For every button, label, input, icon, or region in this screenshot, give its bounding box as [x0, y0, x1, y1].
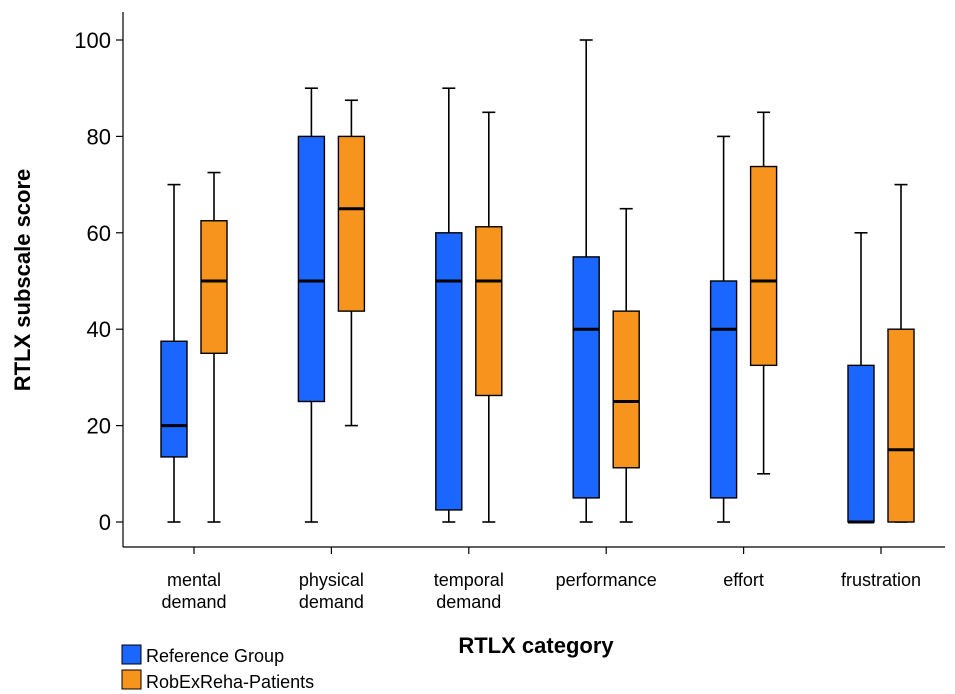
y-tick-label: 100: [74, 28, 111, 53]
x-tick-label: effort: [723, 570, 764, 590]
box-0-3: [572, 39, 600, 523]
box-1-5: [887, 183, 915, 523]
x-tick-label: performance: [556, 570, 657, 590]
box-0-1: [297, 87, 326, 523]
box-1-3: [612, 207, 640, 523]
box-iqr: [709, 280, 738, 499]
box-1-1: [337, 99, 366, 427]
box-iqr: [847, 364, 875, 523]
y-tick-label: 20: [87, 414, 111, 439]
y-tick-label: 80: [87, 124, 111, 149]
x-axis-title: RTLX category: [458, 633, 614, 658]
legend-swatch-reference-group: [121, 644, 142, 665]
box-1-2: [475, 111, 503, 523]
x-tick-label: physical demand: [299, 570, 364, 612]
legend: Reference Group RobExReha-Patients: [121, 644, 314, 692]
box-1-0: [200, 171, 228, 523]
x-tick-label: mental demand: [161, 570, 226, 612]
box-iqr: [612, 310, 640, 469]
box-iqr: [749, 165, 778, 367]
x-tick-label: temporal demand: [434, 570, 504, 612]
box-0-4: [709, 135, 738, 523]
legend-label-robexreha-patients: RobExReha-Patients: [146, 672, 314, 692]
boxes: [160, 39, 915, 524]
box-0-2: [435, 87, 463, 523]
box-iqr: [200, 220, 228, 355]
box-iqr: [572, 256, 600, 499]
y-tick-label: 60: [87, 221, 111, 246]
box-iqr: [435, 232, 463, 511]
box-iqr: [160, 340, 188, 458]
box-1-4: [749, 111, 778, 475]
y-tick-label: 0: [99, 510, 111, 535]
box-0-5: [847, 232, 875, 524]
y-ticks: 0 20 40 60 80 100: [74, 28, 123, 535]
y-tick-label: 40: [87, 317, 111, 342]
legend-label-reference-group: Reference Group: [146, 646, 284, 666]
box-iqr: [297, 135, 326, 403]
legend-swatch-robexreha-patients: [121, 669, 142, 690]
box-0-0: [160, 183, 188, 523]
box-iqr: [337, 135, 366, 312]
x-ticks: mental demand physical demand temporal demand…: [161, 547, 921, 612]
x-tick-label: frustration: [841, 570, 921, 590]
box-iqr: [887, 328, 915, 523]
y-axis-title: RTLX subscale score: [10, 169, 35, 392]
box-iqr: [475, 226, 503, 397]
